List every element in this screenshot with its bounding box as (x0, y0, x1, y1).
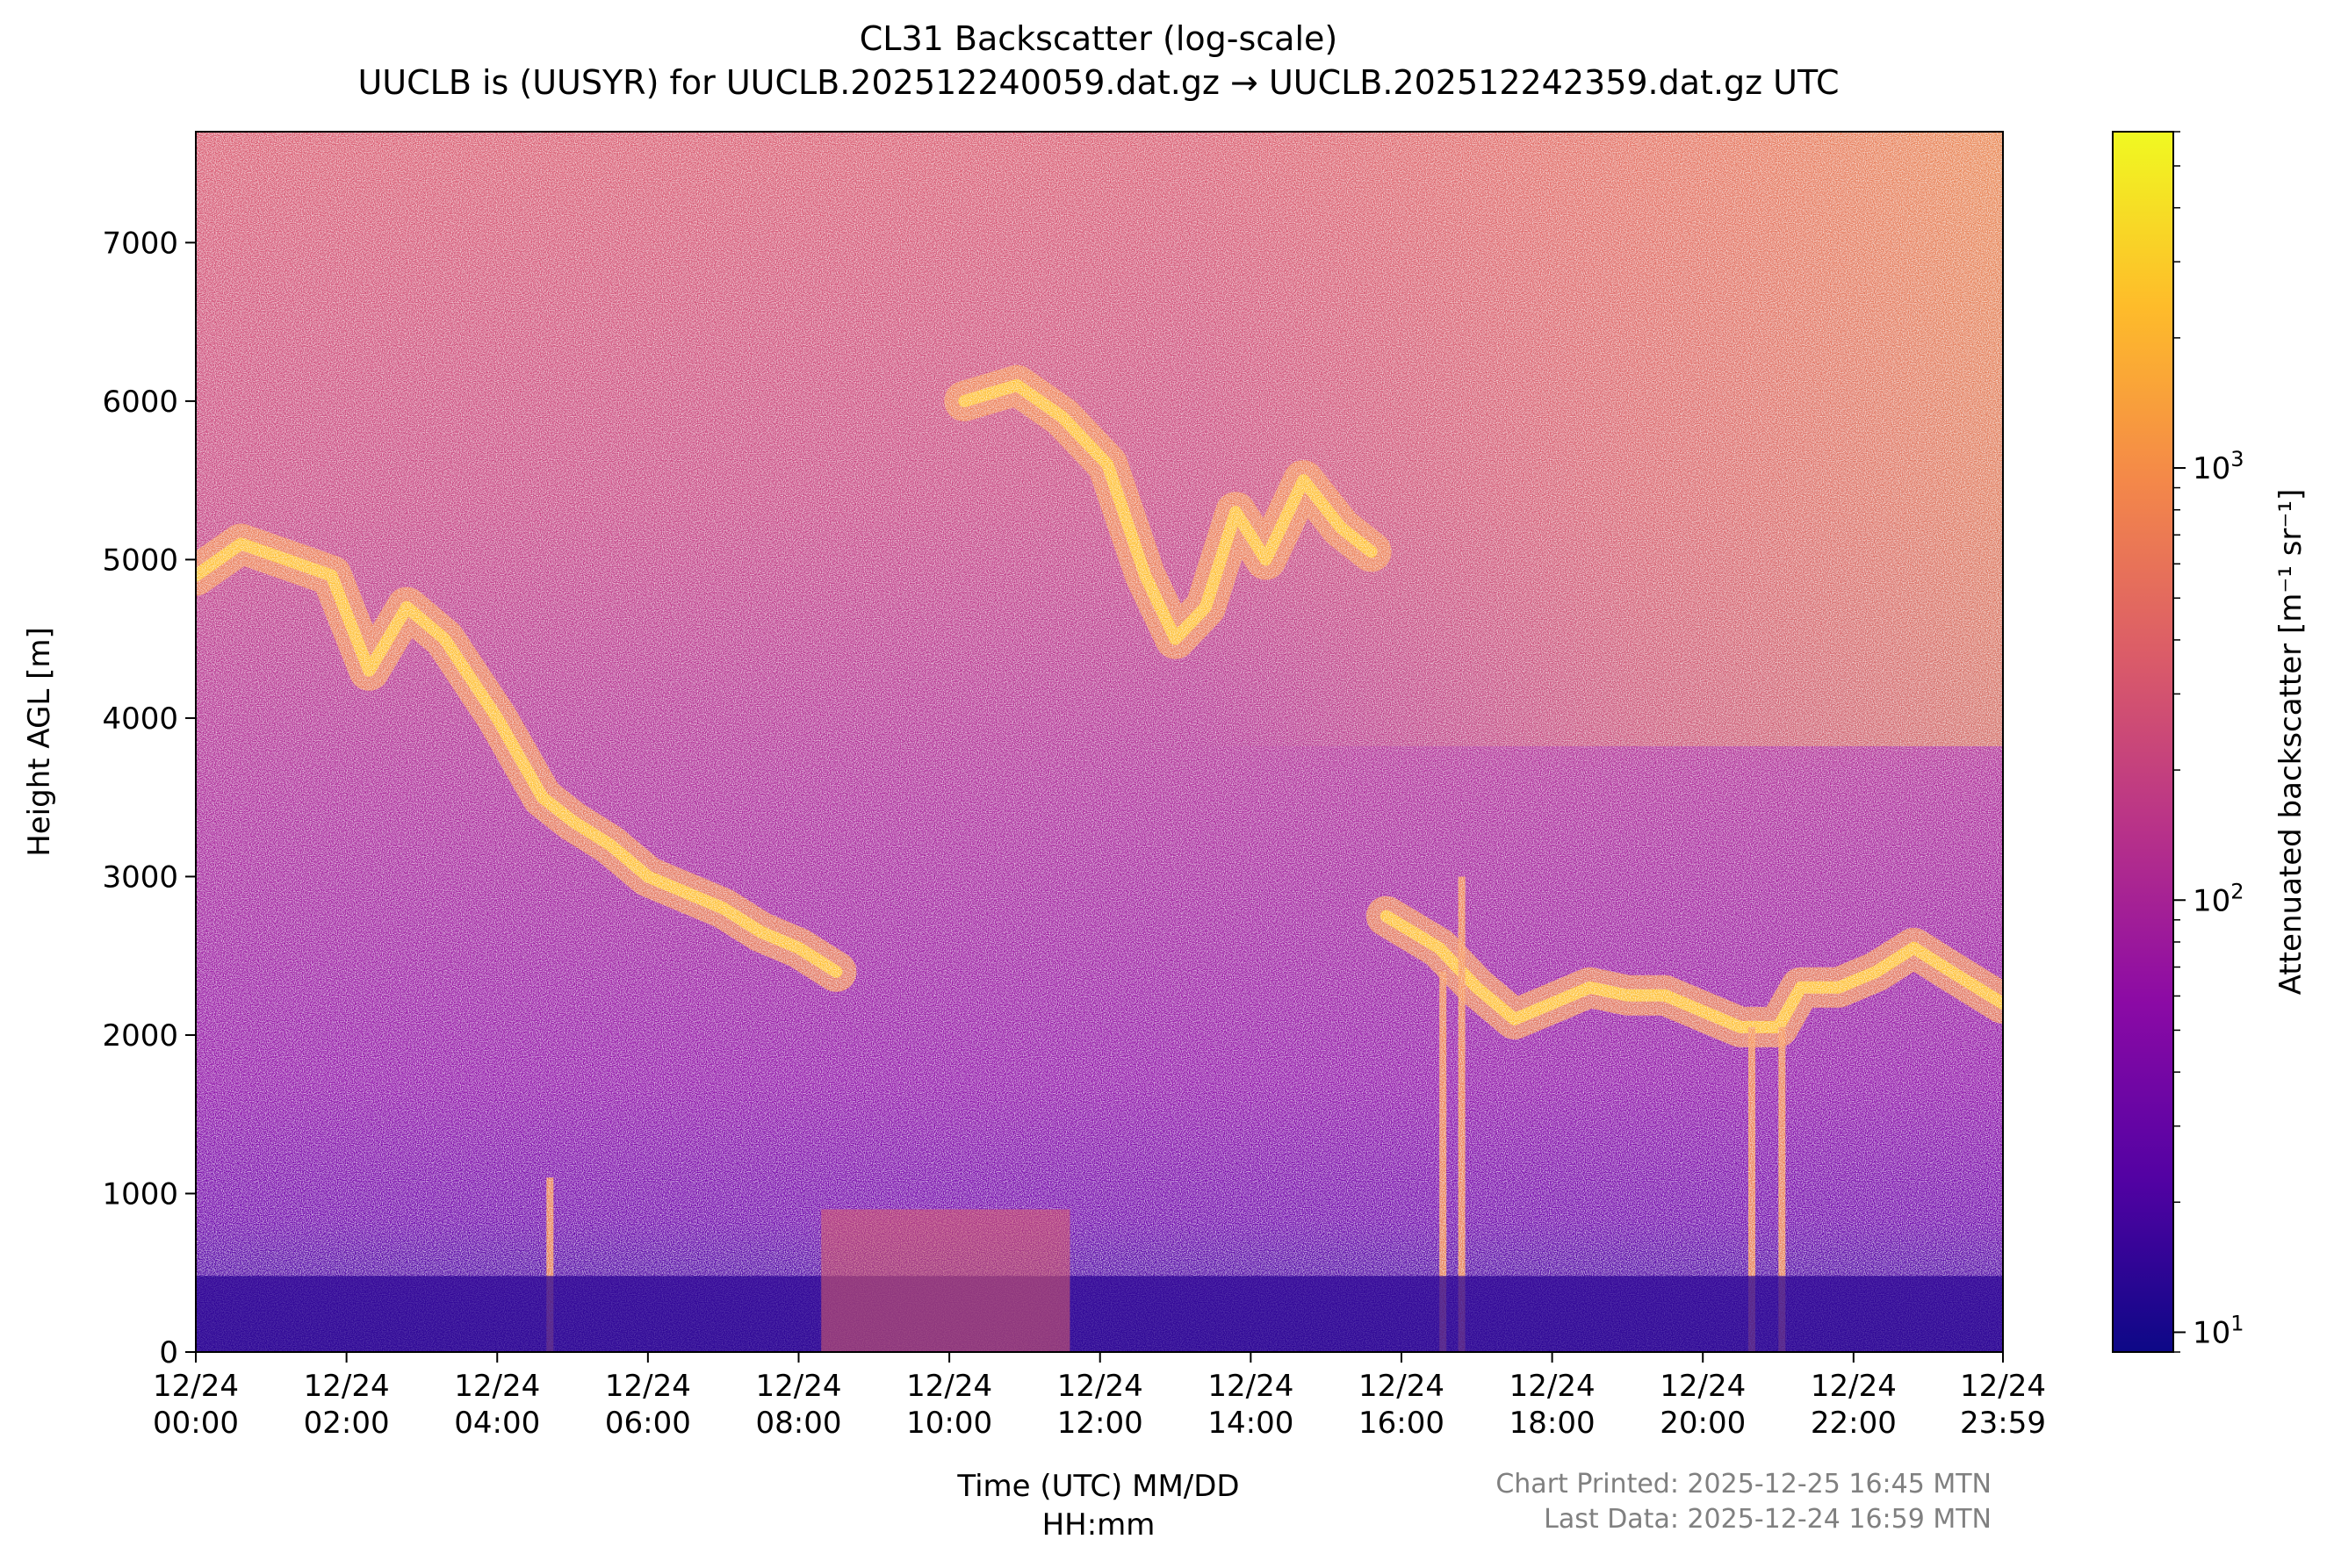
x-tick-time: 12:00 (1057, 1406, 1143, 1441)
chart-subtitle: UUCLB is (UUSYR) for UUCLB.202512240059.… (357, 63, 1839, 102)
x-tick-date: 12/24 (1509, 1369, 1596, 1404)
y-tick-label: 7000 (102, 226, 178, 261)
x-axis-label-line2: HH:mm (1042, 1507, 1156, 1543)
colorbar-tick-label: 103 (2193, 447, 2244, 486)
morning-surface-aerosol (821, 1209, 1070, 1352)
x-tick-time: 06:00 (605, 1406, 691, 1441)
plot-area (196, 132, 2003, 1352)
x-axis-label-line1: Time (UTC) MM/DD (956, 1469, 1239, 1504)
footer-last-data: Last Data: 2025-12-24 16:59 MTN (1544, 1504, 1992, 1535)
x-tick-time: 04:00 (454, 1406, 540, 1441)
y-tick-label: 3000 (102, 860, 178, 895)
colorbar-gradient (2112, 131, 2174, 1353)
x-tick-date: 12/24 (1660, 1369, 1746, 1404)
colorbar-label: Attenuated backscatter [m⁻¹ sr⁻¹] (2273, 489, 2309, 996)
x-tick-time: 08:00 (755, 1406, 841, 1441)
y-axis-label: Height AGL [m] (22, 627, 57, 857)
x-tick-date: 12/24 (1960, 1369, 2046, 1404)
surface-band (196, 1276, 2003, 1352)
chart-title: CL31 Backscatter (log-scale) (860, 19, 1337, 58)
y-tick-label: 6000 (102, 385, 178, 420)
y-tick-label: 0 (159, 1335, 178, 1370)
x-tick-time: 00:00 (153, 1406, 239, 1441)
colorbar-ticks: 101 102 103 (2173, 131, 2244, 1353)
x-tick-date: 12/24 (1207, 1369, 1293, 1404)
x-tick-time: 20:00 (1660, 1406, 1746, 1441)
x-tick-date: 12/24 (755, 1369, 841, 1404)
y-tick-label: 4000 (102, 701, 178, 737)
colorbar-tick-label: 101 (2193, 1311, 2244, 1350)
x-tick-time: 10:00 (906, 1406, 992, 1441)
x-tick-time: 16:00 (1358, 1406, 1444, 1441)
footer-chart-printed: Chart Printed: 2025-12-25 16:45 MTN (1495, 1469, 1992, 1500)
x-tick-date: 12/24 (454, 1369, 540, 1404)
colorbar-tick-label: 102 (2193, 879, 2244, 918)
x-tick-date: 12/24 (1057, 1369, 1143, 1404)
x-tick-date: 12/24 (906, 1369, 992, 1404)
x-tick-time: 18:00 (1509, 1406, 1596, 1441)
x-tick-date: 12/24 (304, 1369, 390, 1404)
near-surface-band (196, 1209, 2003, 1352)
y-tick-label: 5000 (102, 543, 178, 578)
x-axis: 12/2400:0012/2402:0012/2404:0012/2406:00… (153, 1352, 2046, 1441)
colorbar: 101 102 103 Attenuated backscatter [m⁻¹ sr… (2112, 131, 2309, 1353)
x-tick-date: 12/24 (153, 1369, 239, 1404)
x-tick-date: 12/24 (1358, 1369, 1444, 1404)
x-tick-time: 02:00 (304, 1406, 390, 1441)
noise-overlay (196, 132, 2003, 1352)
x-tick-date: 12/24 (605, 1369, 691, 1404)
y-tick-label: 1000 (102, 1176, 178, 1212)
y-axis: 0 1000 2000 3000 4000 5000 6000 7000 (102, 226, 196, 1370)
x-tick-time: 14:00 (1207, 1406, 1293, 1441)
x-tick-time: 22:00 (1811, 1406, 1897, 1441)
x-tick-date: 12/24 (1811, 1369, 1897, 1404)
y-tick-label: 2000 (102, 1018, 178, 1054)
x-tick-time: 23:59 (1960, 1406, 2046, 1441)
